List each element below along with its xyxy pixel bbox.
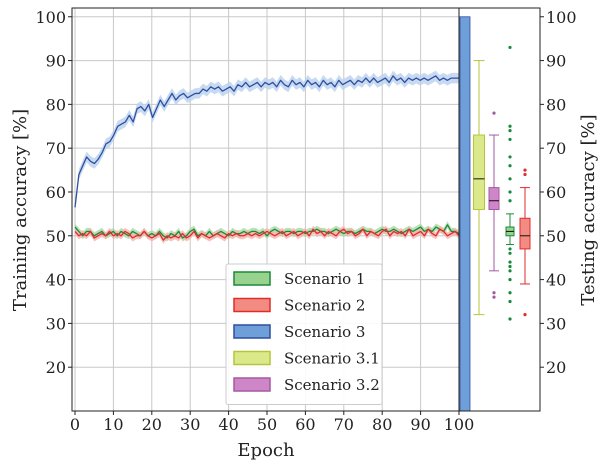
- y-tick-label-left: 40: [46, 271, 66, 290]
- x-tick-label: 100: [444, 415, 475, 434]
- boxplot-scenario-1-outlier: [508, 251, 512, 255]
- boxplot-scenario-1-outlier: [508, 137, 512, 142]
- band-scenario-3: [75, 70, 459, 213]
- boxplot-scenario-1-outlier: [508, 124, 512, 128]
- boxplot-scenario-1-outlier: [508, 269, 512, 273]
- legend-label: Scenario 3.2: [284, 376, 380, 394]
- boxplot-scenario-2-box: [519, 217, 531, 250]
- line-scenario-1: [74, 224, 460, 239]
- boxplot-scenario-3-1-box: [473, 134, 485, 210]
- boxplot-scenario-1-outlier: [508, 264, 512, 269]
- y-tick-label-right: 80: [546, 95, 566, 114]
- boxplot-scenario-2-outlier: [523, 313, 527, 317]
- training-lines: [74, 75, 460, 241]
- y-tick-label-left: 50: [46, 227, 66, 246]
- x-tick-label: 20: [142, 415, 162, 434]
- boxplot-scenario-3-2-outlier: [492, 295, 496, 299]
- boxplot-scenario-1-outlier: [508, 177, 512, 181]
- y-tick-label-left: 70: [46, 139, 66, 158]
- legend-swatch: [233, 324, 271, 339]
- y-tick-label-left: 30: [46, 314, 66, 333]
- y-tick-label-left: 90: [46, 52, 66, 71]
- x-tick-label: 40: [218, 415, 238, 434]
- y-tick-label-right: 30: [546, 314, 566, 333]
- y-axis-label-right: Testing accuracy [%]: [578, 114, 599, 305]
- line-scenario-2: [74, 228, 460, 241]
- boxplot-scenario-2-outlier: [523, 172, 527, 177]
- x-tick-label: 10: [103, 415, 123, 434]
- boxplot-scenario-1-outlier: [508, 260, 512, 264]
- legend-swatch: [233, 377, 271, 392]
- legend-label: Scenario 2: [284, 297, 365, 315]
- boxplot-scenario-2-outlier: [523, 168, 527, 172]
- y-tick-label-right: 50: [546, 227, 566, 246]
- testing-area: [459, 16, 531, 412]
- boxplot-scenario-3-2-box: [488, 187, 500, 210]
- boxplot-scenario-3-2-outlier: [492, 291, 496, 295]
- x-tick-label: 70: [334, 415, 354, 434]
- boxplot-scenario-1-outlier: [508, 45, 512, 50]
- boxplot-scenario-1-outlier: [508, 299, 512, 304]
- legend-swatch: [233, 271, 271, 286]
- boxplot-scenario-1-outlier: [508, 199, 512, 203]
- x-tick-label: 60: [295, 415, 315, 434]
- boxplot-scenario-1-outlier: [508, 164, 512, 168]
- legend-swatch: [233, 297, 271, 313]
- y-tick-label-right: 20: [546, 358, 566, 377]
- legend-swatch: [233, 350, 271, 366]
- y-tick-label-right: 90: [546, 52, 566, 71]
- legend-label: Scenario 3.1: [284, 350, 380, 368]
- x-axis-label: Epoch: [237, 440, 295, 461]
- boxplot-scenario-1-outlier: [508, 247, 512, 251]
- x-tick-label: 80: [372, 415, 392, 434]
- legend-label: Scenario 1: [284, 270, 365, 288]
- y-tick-label-right: 100: [546, 8, 577, 27]
- y-tick-label-right: 70: [546, 139, 566, 158]
- plot-frame: [71, 7, 541, 412]
- axis-ticks: 0 10 20 30 40 50 60 70 80 90 100 20 20 30 30 40 40 50 50 60…: [35, 8, 576, 434]
- x-tick-label: 30: [180, 415, 200, 434]
- y-tick-label-left: 60: [46, 183, 66, 202]
- boxplot-scenario-1-outlier: [508, 277, 512, 282]
- x-tick-label: 90: [410, 415, 430, 434]
- y-tick-label-right: 40: [546, 271, 566, 290]
- boxplot-scenario-3-2-outlier: [492, 111, 496, 115]
- legend-label: Scenario 3: [284, 323, 365, 341]
- y-tick-label-left: 100: [35, 8, 66, 27]
- x-tick-label: 0: [70, 415, 80, 434]
- boxplot-scenario-1-outlier: [508, 317, 512, 321]
- y-tick-label-left: 20: [46, 358, 66, 377]
- y-tick-label-left: 80: [46, 95, 66, 114]
- line-scenario-3: [74, 75, 459, 208]
- y-tick-label-right: 60: [546, 183, 566, 202]
- boxplot-scenario-1-outlier: [508, 291, 512, 295]
- plot-border: [71, 7, 541, 412]
- boxplot-scenario-1-outlier: [508, 155, 512, 159]
- test-bar-scenario-3: [459, 16, 471, 412]
- boxplot-scenario-1-outlier: [508, 129, 512, 133]
- legend: Scenario 1 Scenario 2 Scenario 3 Scenario 3…: [225, 263, 383, 405]
- y-axis-label-left: Training accuracy [%]: [10, 109, 31, 311]
- x-tick-label: 50: [257, 415, 277, 434]
- boxplot-scenario-1-outlier: [508, 190, 512, 194]
